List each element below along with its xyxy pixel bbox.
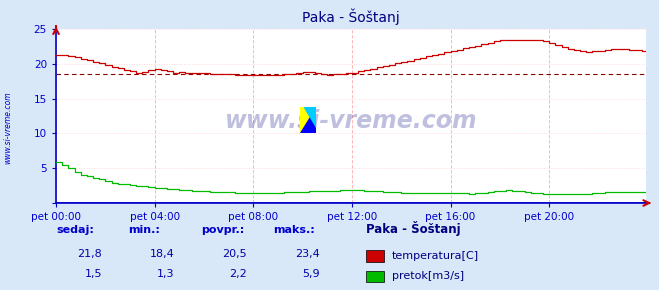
- Title: Paka - Šoštanj: Paka - Šoštanj: [302, 9, 400, 25]
- Text: 1,3: 1,3: [157, 269, 175, 279]
- Text: maks.:: maks.:: [273, 225, 315, 235]
- Text: sedaj:: sedaj:: [56, 225, 94, 235]
- Text: min.:: min.:: [129, 225, 160, 235]
- Polygon shape: [304, 107, 316, 127]
- Text: 23,4: 23,4: [295, 249, 320, 259]
- Polygon shape: [300, 107, 316, 133]
- Text: www.si-vreme.com: www.si-vreme.com: [3, 91, 13, 164]
- Text: www.si-vreme.com: www.si-vreme.com: [225, 109, 477, 133]
- Text: 5,9: 5,9: [302, 269, 320, 279]
- Text: 21,8: 21,8: [77, 249, 102, 259]
- Text: 2,2: 2,2: [229, 269, 247, 279]
- Text: 1,5: 1,5: [84, 269, 102, 279]
- Text: pretok[m3/s]: pretok[m3/s]: [392, 271, 464, 281]
- Text: 20,5: 20,5: [223, 249, 247, 259]
- Text: Paka - Šoštanj: Paka - Šoštanj: [366, 222, 461, 236]
- Text: povpr.:: povpr.:: [201, 225, 244, 235]
- Polygon shape: [300, 107, 316, 133]
- Text: temperatura[C]: temperatura[C]: [392, 251, 479, 261]
- Text: 18,4: 18,4: [150, 249, 175, 259]
